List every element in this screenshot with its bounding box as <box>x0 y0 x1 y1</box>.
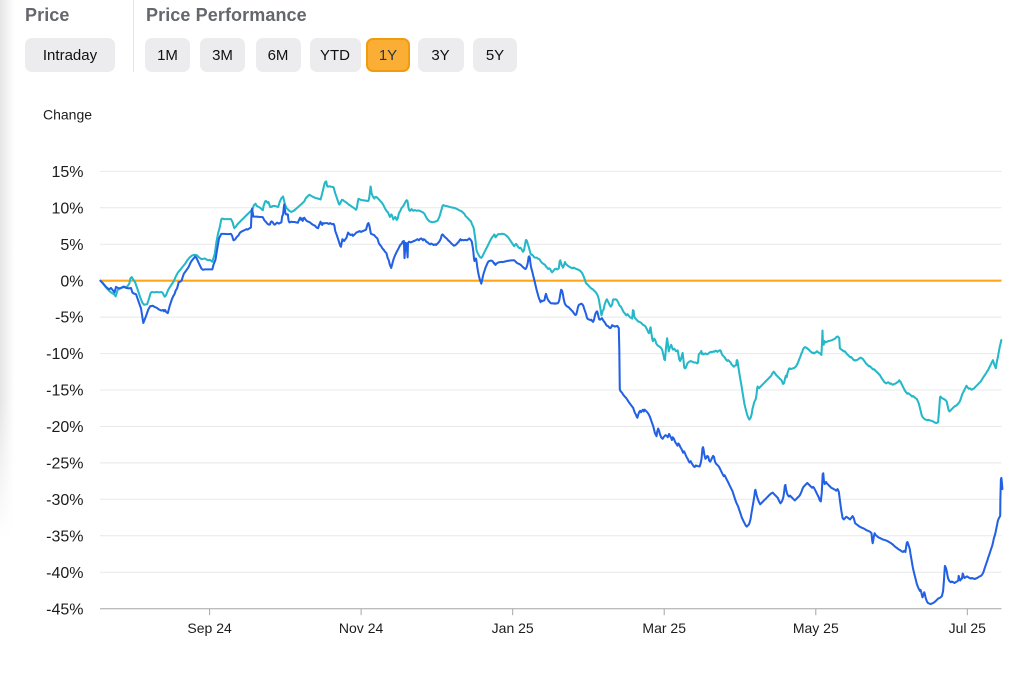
svg-text:May 25: May 25 <box>793 620 839 636</box>
svg-text:15%: 15% <box>51 164 83 181</box>
svg-text:-45%: -45% <box>46 601 83 618</box>
svg-text:-20%: -20% <box>46 419 83 436</box>
svg-text:-40%: -40% <box>46 565 83 582</box>
svg-text:Sep 24: Sep 24 <box>187 620 232 636</box>
svg-text:-35%: -35% <box>46 528 83 545</box>
svg-text:Mar 25: Mar 25 <box>642 620 686 636</box>
svg-text:-5%: -5% <box>55 310 83 327</box>
svg-text:Nov 24: Nov 24 <box>339 620 384 636</box>
svg-text:-25%: -25% <box>46 456 83 473</box>
svg-text:Jul 25: Jul 25 <box>949 620 987 636</box>
svg-text:5%: 5% <box>60 237 83 254</box>
svg-text:10%: 10% <box>51 200 83 217</box>
svg-text:0%: 0% <box>60 273 83 290</box>
svg-text:Jan 25: Jan 25 <box>492 620 534 636</box>
svg-text:-10%: -10% <box>46 346 83 363</box>
svg-text:Change: Change <box>43 107 92 123</box>
svg-text:-30%: -30% <box>46 492 83 509</box>
svg-text:-15%: -15% <box>46 383 83 400</box>
